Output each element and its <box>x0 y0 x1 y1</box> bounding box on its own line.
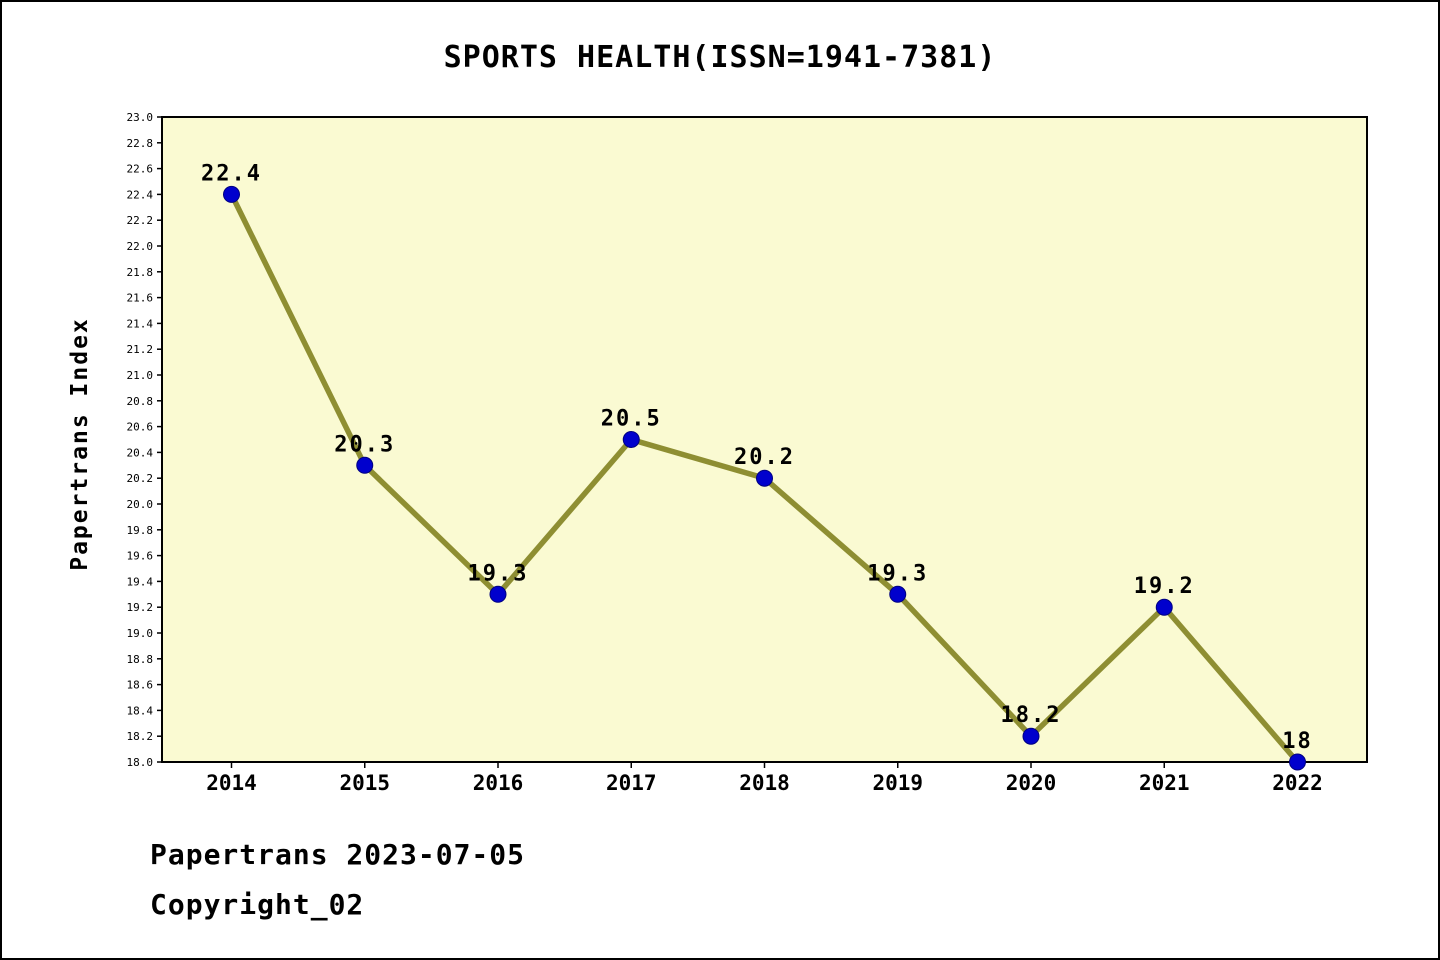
y-tick-label: 19.2 <box>127 601 154 614</box>
y-tick-label: 22.4 <box>127 188 154 201</box>
y-tick-label: 18.0 <box>127 756 154 769</box>
y-tick-label: 18.8 <box>127 653 154 666</box>
y-tick-label: 20.6 <box>127 421 154 434</box>
point-label: 20.5 <box>601 407 662 432</box>
point-label: 18 <box>1282 729 1313 754</box>
x-tick-label: 2022 <box>1272 771 1323 795</box>
y-tick-label: 21.2 <box>127 343 154 356</box>
x-tick-label: 2014 <box>206 771 257 795</box>
data-point <box>489 585 507 603</box>
y-tick-label: 21.6 <box>127 292 154 305</box>
data-point <box>223 185 240 203</box>
x-tick-label: 2018 <box>739 771 790 795</box>
y-tick-label: 21.4 <box>127 317 154 330</box>
y-tick-label: 22.2 <box>127 214 154 227</box>
y-tick-label: 18.6 <box>127 679 154 692</box>
y-tick-label: 20.0 <box>127 498 154 511</box>
point-label: 18.2 <box>1001 703 1062 728</box>
y-tick-label: 22.0 <box>127 240 154 253</box>
point-label: 20.2 <box>734 445 795 470</box>
x-tick-label: 2015 <box>339 771 390 795</box>
data-point <box>622 431 640 448</box>
y-tick-label: 18.2 <box>127 730 154 743</box>
data-point <box>1289 753 1306 771</box>
point-label: 20.3 <box>334 432 395 457</box>
y-tick-label: 20.8 <box>127 395 154 408</box>
x-tick-label: 2017 <box>606 771 657 795</box>
y-tick-label: 19.0 <box>127 627 154 640</box>
data-point <box>1155 598 1173 616</box>
data-point <box>889 585 907 603</box>
y-tick-label: 19.4 <box>127 575 154 588</box>
data-point <box>756 469 773 487</box>
x-tick-label: 2016 <box>473 771 524 795</box>
plot-area <box>161 116 1368 763</box>
x-tick-label: 2021 <box>1139 771 1190 795</box>
footer-date: Papertrans 2023-07-05 <box>150 838 526 871</box>
y-tick-label: 19.6 <box>127 550 154 563</box>
data-point <box>1022 727 1040 745</box>
y-tick-label: 21.8 <box>127 266 154 279</box>
y-tick-label: 20.2 <box>127 472 154 485</box>
data-point <box>356 456 374 474</box>
y-tick-label: 20.4 <box>127 446 154 459</box>
y-tick-label: 23.0 <box>127 111 154 124</box>
y-tick-label: 19.8 <box>127 524 154 537</box>
point-label: 22.4 <box>201 161 262 186</box>
chart-title: SPORTS HEALTH(ISSN=1941-7381) <box>443 40 997 75</box>
point-label: 19.2 <box>1134 574 1195 599</box>
x-tick-label: 2020 <box>1006 771 1057 795</box>
x-tick-label: 2019 <box>872 771 923 795</box>
y-tick-label: 18.4 <box>127 704 154 717</box>
y-tick-label: 21.0 <box>127 369 154 382</box>
point-label: 19.3 <box>867 561 928 586</box>
point-label: 19.3 <box>468 561 529 586</box>
y-tick-label: 22.6 <box>127 163 154 176</box>
y-tick-label: 22.8 <box>127 137 154 150</box>
footer-copyright: Copyright_02 <box>150 888 365 921</box>
